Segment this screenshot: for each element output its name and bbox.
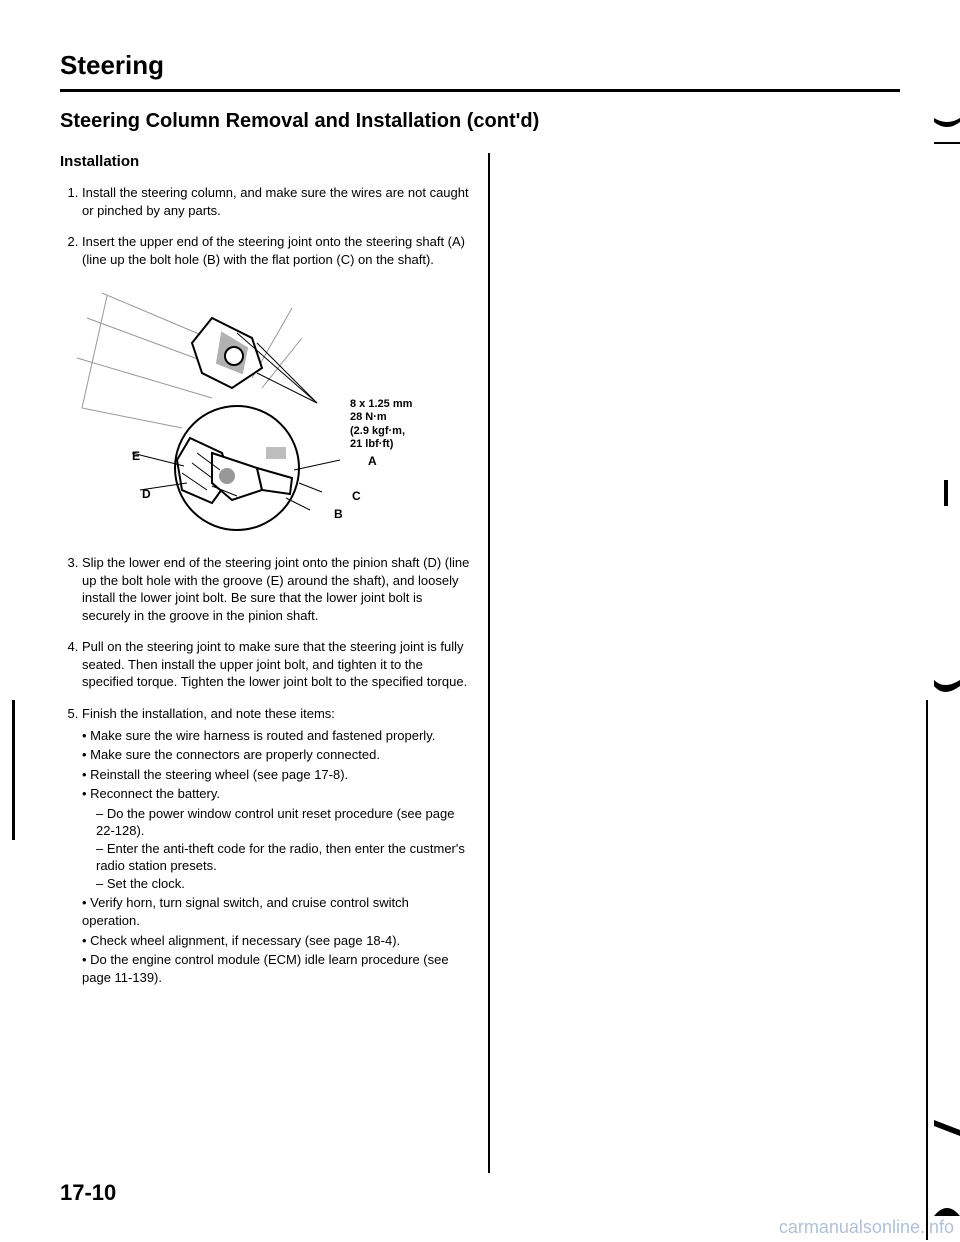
step-5: Finish the installation, and note these … <box>82 705 470 986</box>
dash-1: Do the power window control unit reset p… <box>96 805 470 840</box>
bullet-4-text: Reconnect the battery. <box>90 786 220 801</box>
step-3: Slip the lower end of the steering joint… <box>82 554 470 624</box>
dash-3: Set the clock. <box>96 875 470 893</box>
label-d: D <box>142 486 151 502</box>
chapter-title: Steering <box>60 50 900 81</box>
label-b: B <box>334 506 343 522</box>
bullet-7: Do the engine control module (ECM) idle … <box>82 951 470 986</box>
torque-line3: (2.9 kgf·m, <box>350 425 412 438</box>
label-e: E <box>132 448 140 464</box>
steps-list: Install the steering column, and make su… <box>60 184 470 986</box>
binding-mark-icon <box>934 118 960 144</box>
bullet-1: Make sure the wire harness is routed and… <box>82 727 470 745</box>
scan-edge-line <box>926 700 928 1240</box>
page-number: 17-10 <box>60 1180 116 1206</box>
binding-mark-icon <box>934 1190 960 1216</box>
step-5-bullets: Make sure the wire harness is routed and… <box>82 727 470 987</box>
column-divider <box>488 153 490 1173</box>
divider <box>60 89 900 92</box>
bullet-3: Reinstall the steering wheel (see page 1… <box>82 766 470 784</box>
scan-edge-line <box>12 700 15 840</box>
step-2: Insert the upper end of the steering joi… <box>82 233 470 538</box>
label-a: A <box>368 453 377 469</box>
subheading: Installation <box>60 153 470 170</box>
left-column: Installation Install the steering column… <box>60 153 488 1173</box>
binding-mark-icon <box>934 480 960 506</box>
torque-line2: 28 N·m <box>350 411 412 424</box>
bullet-6: Check wheel alignment, if necessary (see… <box>82 932 470 950</box>
torque-spec: 8 x 1.25 mm 28 N·m (2.9 kgf·m, 21 lbf·ft… <box>350 398 412 451</box>
torque-line4: 21 lbf·ft) <box>350 438 412 451</box>
bullet-4: Reconnect the battery. Do the power wind… <box>82 785 470 892</box>
figure: 8 x 1.25 mm 28 N·m (2.9 kgf·m, 21 lbf·ft… <box>82 278 470 538</box>
bullet-2: Make sure the connectors are properly co… <box>82 746 470 764</box>
bullet-5: Verify horn, turn signal switch, and cru… <box>82 894 470 929</box>
step-2-text: Insert the upper end of the steering joi… <box>82 234 465 267</box>
binding-mark-icon <box>934 1120 960 1146</box>
label-c: C <box>352 488 361 504</box>
section-title: Steering Column Removal and Installation… <box>60 110 900 133</box>
step-1: Install the steering column, and make su… <box>82 184 470 219</box>
torque-line1: 8 x 1.25 mm <box>350 398 412 411</box>
dash-2: Enter the anti-theft code for the radio,… <box>96 840 470 875</box>
step-4: Pull on the steering joint to make sure … <box>82 638 470 691</box>
bullet-4-dashes: Do the power window control unit reset p… <box>82 805 470 893</box>
binding-mark-icon <box>934 680 960 706</box>
step-5-lead: Finish the installation, and note these … <box>82 706 335 721</box>
content-area: Installation Install the steering column… <box>60 153 900 1173</box>
steering-joint-diagram <box>62 278 392 538</box>
